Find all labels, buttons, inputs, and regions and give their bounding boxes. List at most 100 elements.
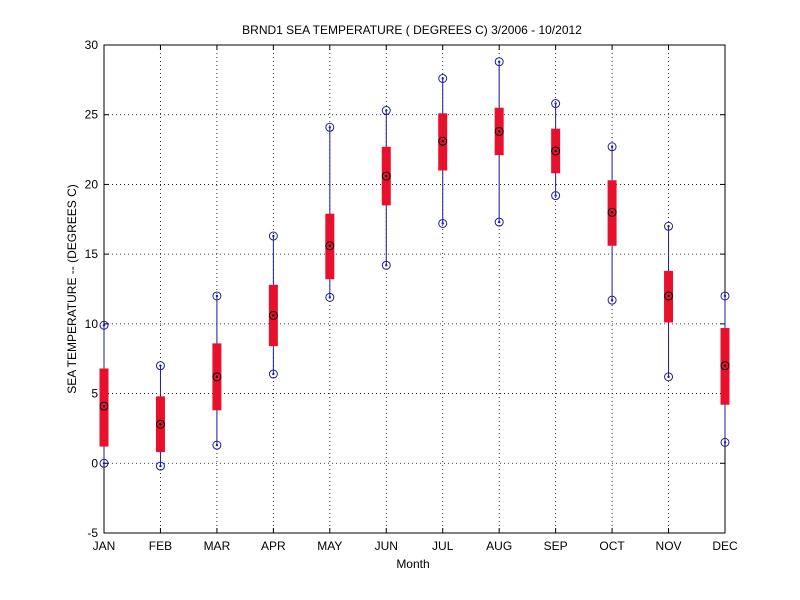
min-marker-dot	[723, 441, 727, 444]
max-marker-dot	[328, 126, 332, 129]
max-marker-dot	[610, 145, 614, 148]
median-marker	[551, 146, 561, 156]
median-marker-dot	[159, 423, 162, 426]
max-marker	[212, 291, 222, 301]
x-tick-label: OCT	[599, 539, 625, 553]
max-marker-dot	[667, 225, 670, 228]
y-tick-label: 0	[91, 456, 98, 470]
max-marker	[438, 73, 448, 83]
max-marker-dot	[723, 294, 727, 298]
median-marker-dot	[328, 244, 332, 247]
plot-area-frame	[103, 44, 726, 534]
box-may	[325, 122, 335, 302]
max-marker-dot	[215, 294, 219, 298]
max-marker	[664, 221, 674, 231]
x-tick-label: APR	[261, 539, 286, 553]
y-tick-label: -5	[87, 526, 98, 540]
median-marker	[99, 401, 109, 411]
min-marker	[381, 260, 391, 270]
axis-ticks: -5 0 5 10 15 20 25 30 JAN FEB MAR APR MAY JUN JUL AUG SE…	[85, 38, 738, 553]
y-tick-label: 5	[91, 387, 98, 401]
max-marker	[720, 291, 730, 301]
min-marker-dot	[497, 220, 501, 224]
box-jan	[99, 320, 109, 468]
min-marker	[551, 191, 561, 201]
min-marker	[155, 461, 165, 471]
data-layer	[99, 57, 730, 471]
median-marker-dot	[497, 130, 501, 133]
median-marker	[438, 136, 448, 146]
box-aug	[494, 57, 504, 227]
y-tick-label: 30	[85, 38, 99, 52]
y-tick-label: 20	[85, 177, 99, 191]
median-marker-dot	[272, 314, 275, 317]
min-marker	[720, 437, 730, 447]
median-marker	[212, 372, 222, 382]
median-marker-dot	[610, 211, 614, 214]
min-marker-dot	[328, 296, 332, 299]
max-marker-dot	[441, 77, 444, 80]
min-marker	[268, 369, 278, 379]
box-dec	[720, 291, 730, 447]
x-tick-label: MAY	[317, 539, 342, 553]
median-marker-dot	[723, 364, 727, 367]
min-marker-dot	[667, 375, 670, 379]
y-tick-label: 15	[85, 247, 99, 261]
min-marker-dot	[159, 464, 162, 468]
median-marker	[381, 171, 391, 181]
y-tick-label: 25	[85, 108, 99, 122]
max-marker	[325, 122, 335, 132]
max-marker-dot	[159, 364, 162, 367]
x-tick-label: SEP	[544, 539, 568, 553]
box-nov	[664, 221, 674, 382]
iqr-box	[99, 368, 109, 447]
y-tick-label: 10	[85, 317, 99, 331]
max-marker	[381, 106, 391, 116]
min-marker	[212, 440, 222, 450]
x-tick-label: JUL	[432, 539, 454, 553]
max-marker	[99, 320, 109, 330]
min-marker-dot	[610, 298, 614, 302]
box-apr	[268, 231, 278, 379]
max-marker	[607, 142, 617, 152]
x-tick-label: JUN	[375, 539, 398, 553]
max-marker-dot	[102, 324, 106, 327]
x-tick-label: DEC	[712, 539, 738, 553]
min-marker-dot	[102, 462, 106, 465]
box-mar	[212, 291, 222, 450]
max-marker	[551, 99, 561, 109]
max-marker	[268, 231, 278, 241]
median-marker-dot	[215, 375, 219, 379]
max-marker	[155, 361, 165, 371]
min-marker	[325, 292, 335, 302]
min-marker	[99, 458, 109, 468]
median-marker	[325, 241, 335, 251]
median-marker	[664, 291, 674, 301]
median-marker-dot	[441, 140, 444, 143]
x-tick-label: FEB	[149, 539, 172, 553]
median-marker	[494, 126, 504, 136]
min-marker-dot	[554, 194, 557, 197]
min-marker-dot	[215, 443, 219, 447]
min-marker	[664, 372, 674, 382]
median-marker-dot	[667, 294, 670, 298]
x-axis-label: Month	[396, 557, 429, 571]
box-jun	[381, 106, 391, 270]
min-marker-dot	[385, 264, 388, 267]
box-sep	[551, 99, 561, 201]
x-tick-label: NOV	[656, 539, 682, 553]
grid-lines	[104, 45, 725, 533]
min-marker	[494, 217, 504, 227]
min-marker	[607, 295, 617, 305]
x-tick-label: AUG	[486, 539, 512, 553]
median-marker	[607, 207, 617, 217]
max-marker	[494, 57, 504, 67]
median-marker-dot	[102, 404, 106, 408]
max-marker-dot	[272, 234, 275, 238]
max-marker-dot	[554, 102, 557, 105]
x-tick-label: MAR	[204, 539, 231, 553]
max-marker-dot	[385, 109, 388, 112]
median-marker	[720, 361, 730, 371]
box-jul	[438, 73, 448, 228]
